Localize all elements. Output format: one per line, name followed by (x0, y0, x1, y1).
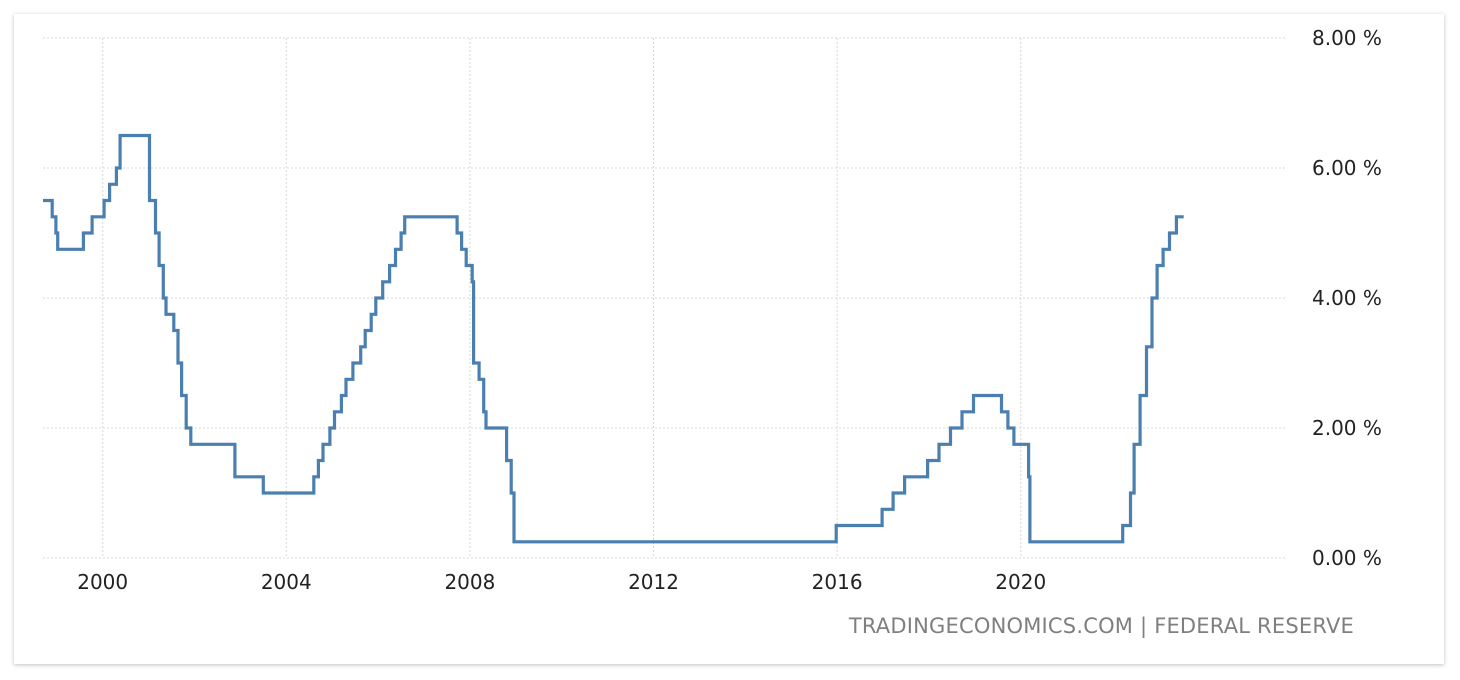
x-tick-label: 2020 (995, 570, 1046, 594)
x-tick-label: 2000 (77, 570, 128, 594)
series-line[interactable] (43, 133, 1184, 544)
attribution-org: FEDERAL RESERVE (1154, 614, 1354, 638)
y-tick-label: 4.00 % (1312, 286, 1382, 310)
grid (43, 37, 1287, 559)
x-axis: 2000 2004 2008 2012 2016 2020 (77, 570, 1046, 594)
attribution-site[interactable]: TRADINGECONOMICS.COM (848, 614, 1134, 638)
chart-attribution: TRADINGECONOMICS.COM | FEDERAL RESERVE (849, 614, 1354, 638)
interest-rate-chart: 0.00 %2.00 %4.00 %6.00 %8.00 % 2000 2004 2… (43, 26, 1382, 594)
y-tick-label: 8.00 % (1312, 26, 1382, 50)
series-layer (43, 133, 1184, 544)
y-tick-label: 2.00 % (1312, 416, 1382, 440)
x-tick-label: 2016 (812, 570, 863, 594)
chart-card: 0.00 % 2.00 % 4.00 % 6.00 % 8.00 % 2000 2004 2… (14, 14, 1444, 664)
y-axis: 0.00 % 2.00 % 4.00 % 6.00 % 8.00 % (1312, 26, 1382, 570)
x-tick-label: 2012 (628, 570, 679, 594)
attribution-separator: | (1140, 614, 1148, 638)
y-tick-label: 0.00 % (1312, 546, 1382, 570)
x-tick-label: 2008 (444, 570, 495, 594)
x-tick-label: 2004 (261, 570, 312, 594)
y-tick-label: 6.00 % (1312, 156, 1382, 180)
